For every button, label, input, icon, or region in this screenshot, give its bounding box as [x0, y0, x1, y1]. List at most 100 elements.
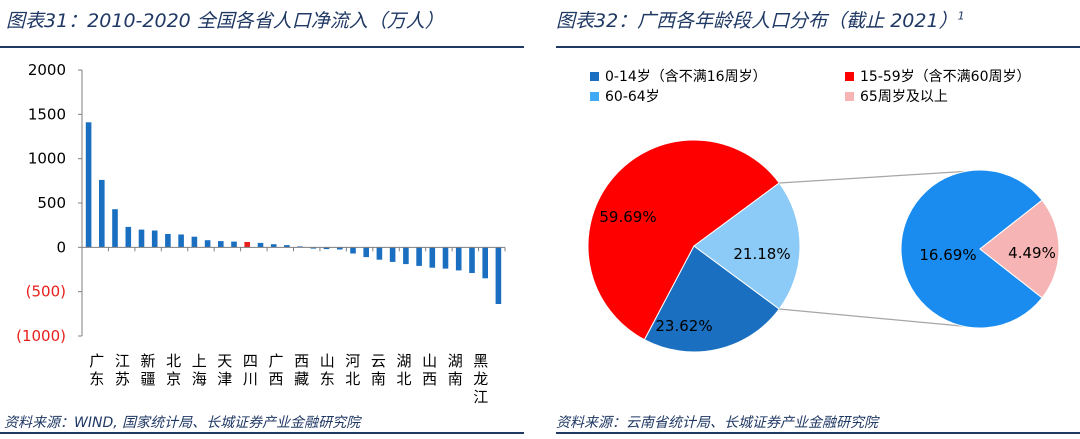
right-title-rule: [556, 46, 1080, 48]
bar: [363, 247, 369, 258]
y-tick-label: 0: [56, 238, 66, 256]
pie-data-label: 21.18%: [733, 245, 790, 263]
bar: [323, 247, 330, 250]
x-category-char: 四: [243, 352, 258, 370]
bar: [442, 247, 449, 269]
x-category-char: 海: [192, 370, 207, 388]
bar: [178, 234, 184, 248]
x-category-label: 新疆: [140, 352, 155, 388]
bar: [151, 230, 158, 248]
x-category-char: 上: [192, 352, 207, 370]
bar: [112, 209, 118, 248]
x-category-char: 龙: [473, 370, 488, 388]
bar: [218, 241, 224, 248]
x-category-label: 云南: [371, 352, 386, 388]
x-category-char: 西: [422, 370, 437, 388]
bar: [389, 247, 396, 262]
x-category-label: 广西: [268, 352, 283, 388]
bar: [165, 234, 171, 248]
legend-swatch-15-59: [845, 71, 854, 81]
bar: [469, 247, 475, 273]
bar: [376, 247, 383, 260]
x-category-char: 南: [371, 370, 386, 388]
x-category-char: 湖: [448, 352, 463, 370]
bar: [270, 244, 277, 248]
x-category-label: 黑龙江: [473, 352, 488, 406]
bar: [99, 179, 105, 248]
x-category-char: 云: [371, 352, 386, 370]
right-bottom-rule: [556, 432, 1080, 434]
legend-swatch-60-64: [590, 91, 599, 101]
x-category-char: 广: [89, 352, 104, 370]
bar: [257, 242, 264, 248]
x-category-label: 北京: [166, 352, 181, 388]
x-category-char: 广: [268, 352, 283, 370]
x-category-label: 四川: [243, 352, 258, 388]
legend-swatch-65plus: [845, 91, 854, 101]
y-tick-label: 1000: [28, 150, 66, 168]
bar: [337, 247, 343, 250]
x-category-char: 北: [345, 370, 360, 388]
bar: [455, 247, 462, 271]
x-category-label: 广东: [89, 352, 104, 388]
x-category-label: 西藏: [294, 352, 309, 388]
pie-data-label: 59.69%: [599, 208, 656, 226]
x-category-char: 津: [217, 370, 232, 388]
x-category-char: 川: [243, 370, 258, 388]
y-tick-label: 500: [37, 194, 66, 212]
x-category-label: 河北: [345, 352, 360, 388]
x-category-label: 上海: [192, 352, 207, 388]
x-category-char: 东: [89, 370, 104, 388]
bar: [191, 236, 198, 248]
legend-label-60-64: 60-64岁: [605, 89, 660, 105]
pie-data-label: 16.69%: [919, 246, 976, 264]
x-category-char: 江: [115, 352, 130, 370]
connector-line: [779, 170, 973, 184]
pie-chart-title-text: 图表32：广西各年龄段人口分布（截止 2021）: [556, 10, 958, 32]
x-category-char: 湖: [396, 352, 411, 370]
x-category-char: 江: [473, 388, 488, 406]
x-category-char: 京: [166, 370, 181, 388]
x-category-char: 西: [294, 352, 309, 370]
bar: [125, 226, 132, 248]
x-category-label: 天津: [217, 352, 232, 388]
x-category-char: 山: [422, 352, 437, 370]
legend-swatch-0-14: [590, 71, 599, 81]
x-category-label: 湖南: [448, 352, 463, 388]
pie-chart: 59.69% 23.62% 21.18% 16.69% 4.49%: [587, 139, 1060, 353]
connector-line: [779, 308, 973, 328]
bar: [310, 247, 317, 249]
bar: [231, 241, 237, 248]
bar: [495, 247, 502, 304]
bar: [350, 247, 356, 254]
x-category-label: 山西: [422, 352, 437, 388]
legend-label-15-59: 15-59岁（含不满60周岁）: [860, 69, 1031, 85]
y-tick-label: 1500: [28, 105, 66, 123]
x-category-label: 山东: [320, 352, 335, 388]
bar: [482, 247, 488, 279]
bar: [284, 245, 290, 248]
pie-slice: [693, 182, 801, 310]
bar: [416, 247, 422, 266]
x-category-label: 湖北: [396, 352, 411, 388]
legend-item-0-14: 0-14岁（含不满16周岁）: [590, 66, 767, 86]
x-category-char: 东: [320, 370, 335, 388]
legend-item-65plus: 65周岁及以上: [845, 86, 948, 106]
x-category-char: 南: [448, 370, 463, 388]
legend-item-60-64: 60-64岁: [590, 86, 660, 106]
left-title-rule: [0, 46, 524, 48]
y-tick-label: (500): [26, 283, 66, 301]
x-category-char: 北: [396, 370, 411, 388]
pie-chart-source: 资料来源：云南省统计局、长城证券产业金融研究院: [556, 415, 878, 431]
x-category-char: 藏: [294, 370, 309, 388]
bar: [429, 247, 436, 268]
legend-label-0-14: 0-14岁（含不满16周岁）: [605, 69, 767, 85]
pie-chart-title-footnote: 1: [957, 9, 965, 23]
y-tick-label: 2000: [28, 61, 66, 79]
x-category-char: 黑: [473, 352, 488, 370]
pie-slice: [587, 139, 780, 341]
bar: [85, 122, 92, 248]
bar-chart-source: 资料来源：WIND, 国家统计局、长城证券产业金融研究院: [4, 415, 361, 431]
x-category-char: 苏: [115, 370, 130, 388]
x-category-char: 西: [268, 370, 283, 388]
